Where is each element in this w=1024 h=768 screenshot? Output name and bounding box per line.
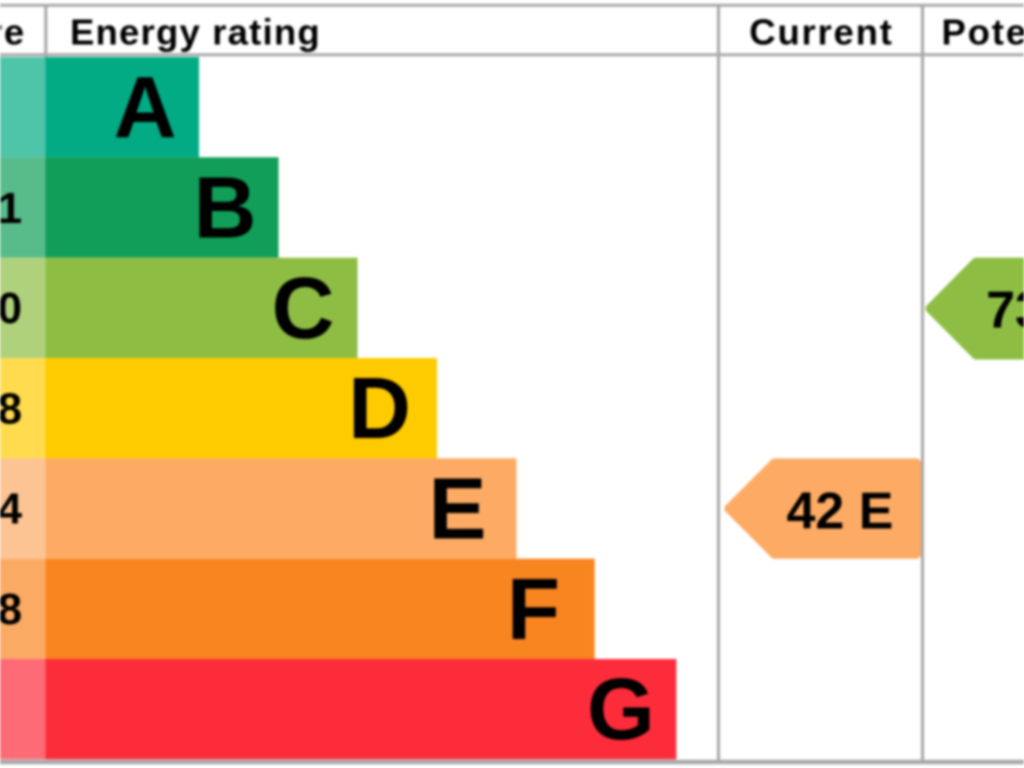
svg-text:Energy rating: Energy rating: [70, 11, 321, 52]
svg-text:81-91: 81-91: [0, 184, 22, 233]
svg-text:55-68: 55-68: [0, 384, 22, 433]
svg-text:B: B: [194, 160, 257, 257]
svg-text:A: A: [114, 59, 177, 156]
svg-text:42 E: 42 E: [787, 483, 894, 541]
svg-text:F: F: [507, 561, 560, 658]
svg-text:21-38: 21-38: [0, 585, 22, 634]
svg-text:G: G: [587, 661, 655, 758]
svg-text:69-80: 69-80: [0, 284, 22, 333]
svg-text:Potential: Potential: [942, 11, 1024, 52]
svg-text:Current: Current: [749, 11, 893, 52]
svg-text:73 C: 73 C: [986, 281, 1024, 339]
svg-text:Score: Score: [0, 11, 26, 52]
svg-text:39-54: 39-54: [0, 485, 23, 534]
svg-text:D: D: [348, 360, 411, 457]
svg-text:E: E: [428, 461, 486, 558]
svg-text:C: C: [272, 260, 335, 357]
